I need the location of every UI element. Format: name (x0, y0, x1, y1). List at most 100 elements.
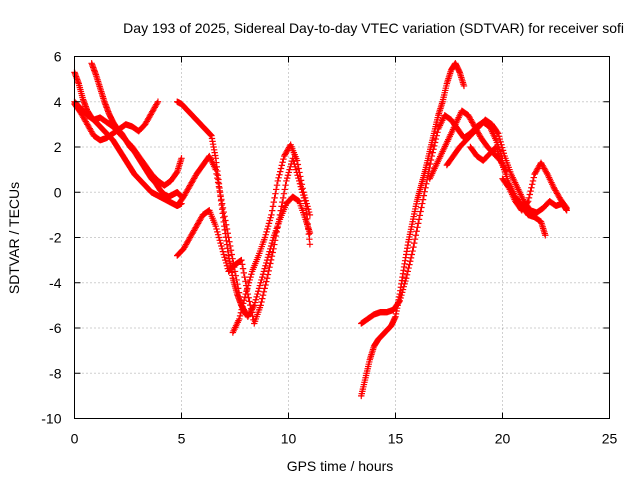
data-point (278, 162, 286, 169)
series-track-13 (467, 143, 549, 239)
data-point (301, 194, 309, 202)
data-point (213, 225, 220, 233)
data-point (258, 276, 265, 284)
data-point (219, 204, 227, 212)
data-point (242, 290, 249, 298)
data-point (303, 200, 310, 207)
data-point (259, 291, 267, 299)
data-point (404, 268, 412, 275)
data-point (236, 315, 243, 323)
data-point (279, 159, 286, 166)
data-point (272, 190, 279, 197)
data-point (433, 132, 440, 139)
data-point (222, 217, 229, 224)
data-point (257, 302, 264, 309)
data-point (262, 281, 269, 289)
data-point (412, 232, 420, 239)
data-point (228, 251, 235, 258)
data-point (261, 234, 269, 241)
data-point (296, 169, 303, 176)
data-point (217, 239, 224, 247)
data-point (416, 212, 424, 219)
data-point (294, 161, 302, 168)
data-point (267, 256, 275, 264)
data-point (173, 169, 180, 177)
data-point (267, 260, 274, 267)
data-point (272, 232, 280, 240)
data-point (285, 169, 292, 176)
data-point (215, 183, 223, 190)
data-point (297, 177, 305, 184)
data-point (527, 187, 534, 195)
x-tick-label: 0 (71, 431, 79, 447)
data-point (528, 184, 535, 191)
data-point (302, 197, 310, 204)
data-point (306, 229, 314, 237)
data-point (243, 288, 250, 295)
data-point (215, 234, 223, 241)
data-point (269, 249, 276, 256)
data-point (305, 206, 312, 213)
data-point (417, 208, 424, 215)
data-point (304, 203, 311, 210)
data-point (271, 237, 279, 244)
data-point (153, 99, 161, 107)
data-point (398, 291, 405, 299)
data-point (500, 150, 508, 157)
data-point (407, 258, 414, 265)
data-point (427, 160, 434, 168)
data-point (419, 196, 427, 203)
data-point (268, 211, 275, 219)
data-point (410, 243, 417, 251)
data-point (268, 207, 276, 214)
data-point (293, 157, 301, 164)
data-point (242, 278, 249, 285)
data-point (431, 142, 438, 150)
data-point (525, 194, 533, 202)
data-point (280, 190, 288, 197)
data-point (216, 187, 223, 195)
data-point (418, 204, 425, 211)
data-point (254, 290, 261, 298)
data-point (423, 180, 430, 187)
chart-title: Day 193 of 2025, Sidereal Day-to-day VTE… (123, 20, 624, 36)
data-point (234, 280, 241, 288)
data-point (221, 254, 228, 261)
data-point (273, 181, 281, 189)
data-point (431, 139, 439, 146)
data-point (284, 172, 292, 179)
data-point (281, 186, 288, 193)
data-point (397, 294, 404, 302)
data-point (427, 156, 435, 164)
data-point (305, 208, 313, 216)
data-point (247, 273, 254, 281)
data-point (529, 177, 537, 185)
data-point (264, 225, 271, 233)
data-point (277, 207, 284, 214)
data-point (399, 286, 407, 293)
data-point (406, 261, 413, 268)
x-tick-label: 15 (388, 431, 404, 447)
data-point (271, 241, 278, 248)
data-point (266, 248, 273, 255)
data-point (252, 296, 260, 303)
data-point (257, 279, 264, 286)
data-point (248, 309, 256, 316)
data-point (279, 194, 287, 202)
data-point (274, 224, 281, 231)
data-point (262, 262, 269, 269)
data-point (495, 133, 503, 140)
series-track-14 (499, 159, 570, 214)
data-point (277, 165, 285, 172)
data-point (421, 188, 428, 195)
data-point (263, 278, 270, 285)
y-tick-label: 0 (54, 184, 62, 200)
data-point (263, 228, 270, 236)
data-point (434, 129, 441, 136)
data-point (233, 276, 240, 284)
data-point (282, 181, 289, 189)
data-point (214, 228, 221, 236)
data-point (218, 245, 226, 253)
data-point (266, 217, 273, 224)
data-point (413, 228, 420, 235)
